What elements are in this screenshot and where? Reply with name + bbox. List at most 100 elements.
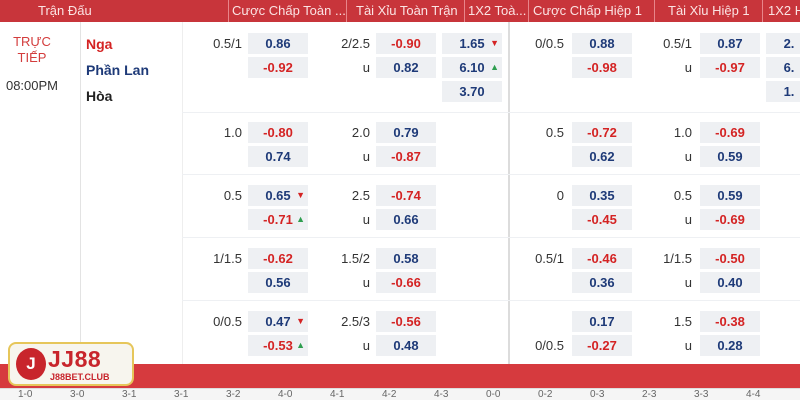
- odds-cell[interactable]: 0.88: [572, 33, 632, 54]
- odds-cell-1x2[interactable]: 3.70: [442, 81, 502, 102]
- score-label[interactable]: 3-1: [122, 389, 137, 400]
- score-label[interactable]: 3-0: [70, 389, 85, 400]
- score-label[interactable]: 4-0: [278, 389, 293, 400]
- team-away[interactable]: Phần Lan: [86, 62, 150, 78]
- team-draw: Hòa: [86, 88, 113, 104]
- odds-cell[interactable]: -0.92: [248, 57, 308, 78]
- under-label: u: [684, 338, 692, 353]
- score-label[interactable]: 2-3: [642, 389, 657, 400]
- logo-site: J88BET.CLUB: [50, 372, 110, 382]
- odds-table-header: Trận Đấu Cược Chấp Toàn ... Tài Xỉu Toàn…: [0, 0, 800, 22]
- odds-cell[interactable]: -0.62: [248, 248, 308, 269]
- header-h1-overunder[interactable]: Tài Xỉu Hiệp 1: [668, 3, 750, 18]
- ft-handicap-line: 0.5/1: [213, 36, 242, 51]
- odds-cell[interactable]: 0.59: [700, 146, 760, 167]
- odds-cell[interactable]: -0.80: [248, 122, 308, 143]
- odds-cell[interactable]: 0.79: [376, 122, 436, 143]
- score-label[interactable]: 0-0: [486, 389, 501, 400]
- odds-value: 0.65: [265, 188, 291, 203]
- h1-ou-line: 1.0: [673, 125, 692, 140]
- score-label[interactable]: 1-0: [18, 389, 33, 400]
- live-label-line1: TRỰC: [13, 34, 51, 49]
- triangle-up-icon: ▲: [490, 62, 499, 72]
- score-label[interactable]: 4-4: [746, 389, 761, 400]
- ft-handicap-line: 0.5: [223, 188, 242, 203]
- odds-cell-1x2[interactable]: 1.: [766, 81, 800, 102]
- odds-cell-1x2[interactable]: 6.: [766, 57, 800, 78]
- odds-cell[interactable]: -0.56: [376, 311, 436, 332]
- odds-cell[interactable]: 0.59: [700, 185, 760, 206]
- score-label[interactable]: 0-3: [590, 389, 605, 400]
- odds-cell[interactable]: -0.50: [700, 248, 760, 269]
- j88-logo: J JJ88 J88BET.CLUB: [8, 342, 134, 386]
- score-label[interactable]: 3-2: [226, 389, 241, 400]
- triangle-down-icon: ▼: [296, 190, 305, 200]
- odds-cell[interactable]: -0.98: [572, 57, 632, 78]
- odds-cell[interactable]: 0.62: [572, 146, 632, 167]
- header-ft-1x2[interactable]: 1X2 Toà...: [468, 3, 527, 18]
- odds-cell[interactable]: 0.58: [376, 248, 436, 269]
- odds-cell[interactable]: -0.71 ▲: [248, 209, 308, 230]
- h1-handicap-line: 0.5/1: [535, 251, 564, 266]
- h1-ou-line: 1.5: [673, 314, 692, 329]
- odds-value: -0.71: [263, 212, 293, 227]
- ft-ou-line: 1.5/2: [341, 251, 370, 266]
- odds-cell[interactable]: 0.56: [248, 272, 308, 293]
- odds-cell[interactable]: 0.17: [572, 311, 632, 332]
- triangle-up-icon: ▲: [296, 340, 305, 350]
- odds-cell[interactable]: 0.40: [700, 272, 760, 293]
- logo-brand: JJ88: [48, 346, 102, 372]
- score-label[interactable]: 3-1: [174, 389, 189, 400]
- under-label: u: [362, 275, 370, 290]
- match-time: 08:00PM: [5, 78, 59, 93]
- score-label[interactable]: 0-2: [538, 389, 553, 400]
- odds-cell[interactable]: 0.86: [248, 33, 308, 54]
- h1-ou-line: 1/1.5: [663, 251, 692, 266]
- odds-cell[interactable]: -0.27: [572, 335, 632, 356]
- odds-cell[interactable]: -0.69: [700, 209, 760, 230]
- header-h1-1x2[interactable]: 1X2 H: [768, 3, 800, 18]
- odds-cell[interactable]: 0.74: [248, 146, 308, 167]
- odds-cell[interactable]: -0.45: [572, 209, 632, 230]
- header-ft-handicap[interactable]: Cược Chấp Toàn ...: [232, 3, 346, 18]
- under-label: u: [362, 338, 370, 353]
- odds-cell-1x2[interactable]: 2.: [766, 33, 800, 54]
- h1-handicap-line: 0/0.5: [535, 338, 564, 353]
- odds-cell[interactable]: -0.46: [572, 248, 632, 269]
- odds-cell[interactable]: -0.74: [376, 185, 436, 206]
- under-label: u: [362, 149, 370, 164]
- odds-cell[interactable]: 0.47 ▼: [248, 311, 308, 332]
- odds-cell[interactable]: 0.48: [376, 335, 436, 356]
- odds-cell[interactable]: 0.87: [700, 33, 760, 54]
- odds-cell[interactable]: 0.28: [700, 335, 760, 356]
- h1-handicap-line: 0.5: [545, 125, 564, 140]
- h1-handicap-line: 0: [556, 188, 564, 203]
- score-label[interactable]: 4-2: [382, 389, 397, 400]
- ft-ou-line: 2/2.5: [341, 36, 370, 51]
- odds-cell[interactable]: 0.66: [376, 209, 436, 230]
- odds-cell[interactable]: -0.66: [376, 272, 436, 293]
- odds-cell[interactable]: -0.69: [700, 122, 760, 143]
- header-h1-handicap[interactable]: Cược Chấp Hiệp 1: [533, 3, 642, 18]
- score-label[interactable]: 4-1: [330, 389, 345, 400]
- team-home[interactable]: Nga: [86, 36, 113, 52]
- odds-cell[interactable]: -0.38: [700, 311, 760, 332]
- h1-handicap-line: 0/0.5: [535, 36, 564, 51]
- odds-cell-1x2[interactable]: 6.10 ▲: [442, 57, 502, 78]
- odds-cell[interactable]: -0.72: [572, 122, 632, 143]
- ft-ou-line: 2.5: [351, 188, 370, 203]
- odds-cell[interactable]: 0.36: [572, 272, 632, 293]
- score-label[interactable]: 3-3: [694, 389, 709, 400]
- odds-cell[interactable]: 0.35: [572, 185, 632, 206]
- odds-cell[interactable]: -0.53 ▲: [248, 335, 308, 356]
- header-ft-overunder[interactable]: Tài Xỉu Toàn Trận: [356, 3, 458, 18]
- odds-cell-1x2[interactable]: 1.65 ▼: [442, 33, 502, 54]
- ft-handicap-line: 0/0.5: [213, 314, 242, 329]
- odds-cell[interactable]: -0.90: [376, 33, 436, 54]
- odds-cell[interactable]: 0.65 ▼: [248, 185, 308, 206]
- odds-cell[interactable]: 0.82: [376, 57, 436, 78]
- odds-cell[interactable]: -0.97: [700, 57, 760, 78]
- score-label[interactable]: 4-3: [434, 389, 449, 400]
- ft-handicap-line: 1.0: [223, 125, 242, 140]
- odds-cell[interactable]: -0.87: [376, 146, 436, 167]
